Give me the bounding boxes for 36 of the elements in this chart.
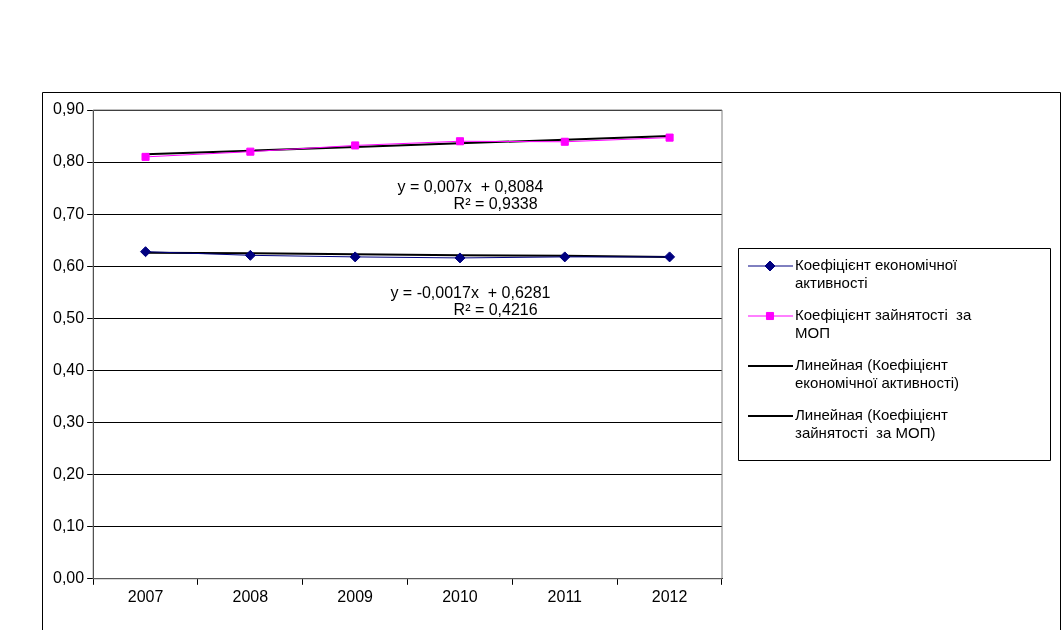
x-tick-label: 2007 xyxy=(127,587,164,605)
y-tick-label: 0,70 xyxy=(53,204,85,222)
y-tick-label: 0,60 xyxy=(53,256,85,274)
y-tick-label: 0,80 xyxy=(53,152,85,170)
annotation: y = -0,0017x + 0,6281 xyxy=(390,284,551,302)
y-tick-label: 0,90 xyxy=(53,100,85,118)
point xyxy=(560,137,569,146)
y-tick-label: 0,10 xyxy=(53,517,85,535)
x-tick-label: 2009 xyxy=(337,587,374,605)
legend-label: Линейная (Коефіцієнт зайнятості за МОП) xyxy=(795,406,949,442)
point xyxy=(141,152,150,161)
point xyxy=(246,147,255,156)
point xyxy=(455,137,465,146)
x-tick-label: 2012 xyxy=(651,587,688,605)
y-tick-label: 0,00 xyxy=(53,569,85,587)
y-tick-label: 0,50 xyxy=(53,308,85,326)
legend-label: Коефіцієнт зайнятості за МОП xyxy=(795,306,972,342)
legend-label: Коефіцієнт економічної активності xyxy=(795,256,959,292)
y-tick-label: 0,20 xyxy=(53,465,85,483)
point xyxy=(559,251,571,263)
annotation: y = 0,007x + 0,8084 xyxy=(397,178,544,196)
annotation: R² = 0,9338 xyxy=(453,195,538,213)
legend-label: Линейная (Коефіцієнт економічної активності) xyxy=(795,356,960,392)
x-tick-label: 2008 xyxy=(232,587,269,605)
point xyxy=(351,141,360,150)
x-tick-label: 2010 xyxy=(442,587,478,605)
annotation: R² = 0,4216 xyxy=(453,301,538,319)
point xyxy=(664,251,676,263)
point xyxy=(244,249,256,261)
point xyxy=(665,133,674,142)
x-tick-label: 2011 xyxy=(547,587,583,605)
y-tick-label: 0,40 xyxy=(53,360,85,378)
point xyxy=(454,252,466,264)
y-tick-label: 0,30 xyxy=(53,412,85,430)
point xyxy=(140,246,152,258)
point xyxy=(349,251,361,263)
